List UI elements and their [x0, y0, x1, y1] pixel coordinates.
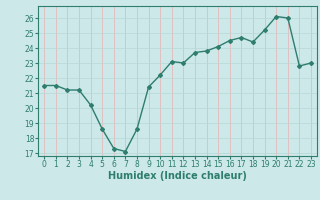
X-axis label: Humidex (Indice chaleur): Humidex (Indice chaleur): [108, 171, 247, 181]
